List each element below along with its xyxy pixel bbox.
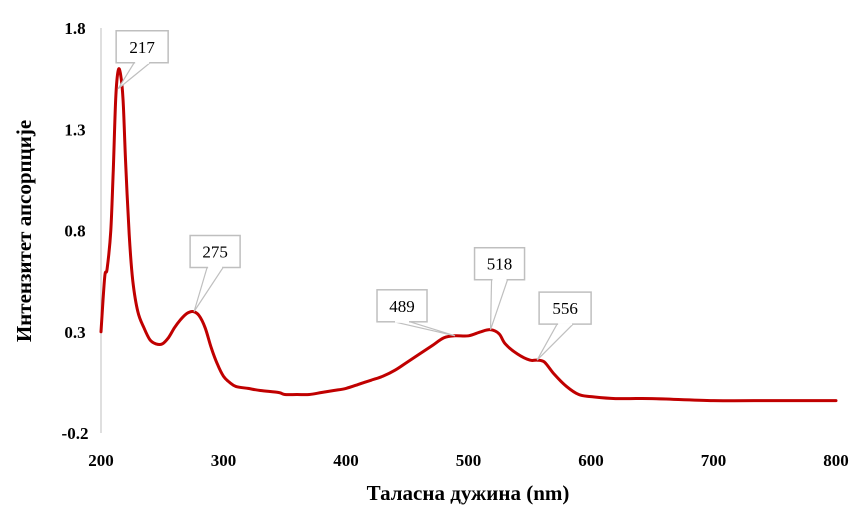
y-tick-label: 0.3	[64, 323, 85, 342]
peak-callout: 489	[376, 289, 456, 337]
peak-callout: 556	[536, 291, 592, 361]
callout-pointer	[536, 323, 575, 361]
peak-callout: 217	[115, 30, 169, 90]
callout-label: 217	[129, 38, 155, 57]
x-tick-label: 200	[88, 451, 114, 470]
y-tick-label: 1.3	[64, 120, 85, 139]
y-tick-label: -0.2	[62, 424, 89, 443]
callout-box	[189, 234, 241, 269]
x-tick-label: 800	[823, 451, 849, 470]
callout-box	[376, 289, 428, 323]
peak-callout: 275	[189, 234, 241, 312]
callout-pointer	[193, 266, 225, 312]
x-axis-title: Таласна дужина (nm)	[367, 481, 570, 505]
callout-label: 518	[487, 255, 513, 274]
x-tick-label: 400	[333, 451, 359, 470]
callout-pointer	[117, 62, 152, 90]
series-line	[99, 67, 838, 403]
x-tick-label: 500	[456, 451, 482, 470]
y-axis-ticks: -0.2 0.3 0.8 1.3 1.8	[62, 19, 89, 443]
y-axis-title: Интензитет апсорпције	[12, 120, 36, 342]
x-tick-label: 300	[211, 451, 237, 470]
x-axis-ticks: 200 300 400 500 600 700 800	[88, 451, 849, 470]
callout-box	[538, 291, 592, 325]
y-tick-label: 1.8	[64, 19, 85, 38]
x-tick-label: 600	[578, 451, 604, 470]
callout-label: 489	[389, 297, 415, 316]
callout-label: 556	[552, 299, 578, 318]
callout-pointer	[489, 279, 509, 330]
peak-callouts: 217 275 489 518 556	[115, 30, 592, 361]
peak-callout: 518	[473, 246, 526, 330]
callout-pointer	[393, 321, 456, 337]
y-tick-label: 0.8	[64, 222, 85, 241]
x-tick-label: 700	[701, 451, 727, 470]
callout-label: 275	[202, 243, 228, 262]
